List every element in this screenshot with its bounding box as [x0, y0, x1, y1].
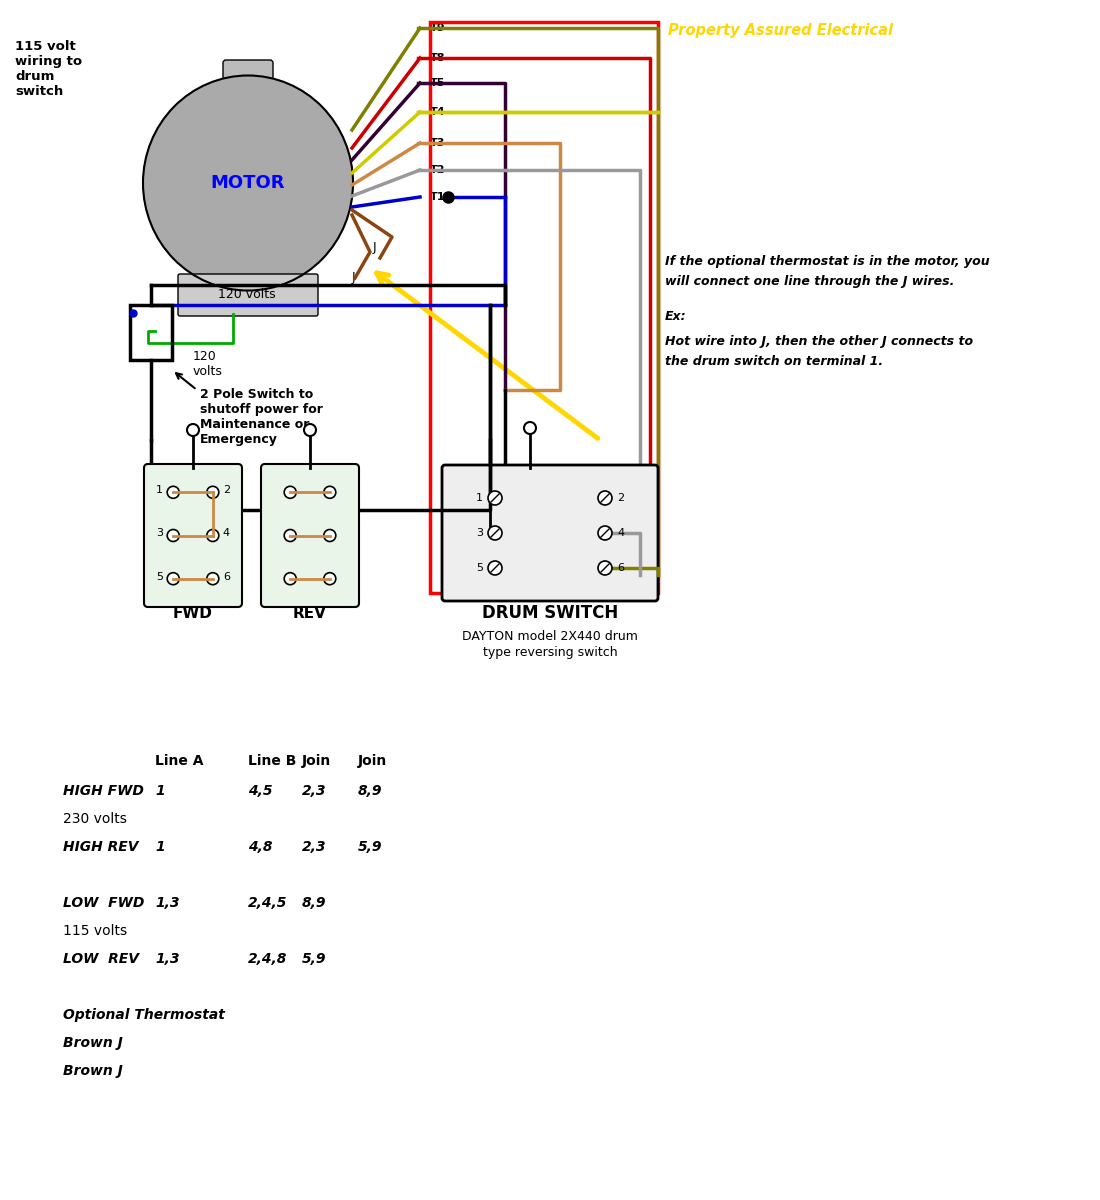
Text: 3: 3 [156, 528, 163, 539]
Text: T1: T1 [430, 192, 446, 202]
Text: HIGH FWD: HIGH FWD [63, 784, 144, 798]
Text: T9: T9 [430, 23, 446, 32]
Text: Join: Join [358, 754, 387, 768]
Circle shape [598, 491, 612, 505]
Text: 1,3: 1,3 [155, 952, 179, 966]
Text: 2,3: 2,3 [302, 784, 327, 798]
Text: will connect one line through the J wires.: will connect one line through the J wire… [666, 275, 955, 288]
Circle shape [284, 572, 296, 584]
Text: Join: Join [302, 754, 331, 768]
Text: 230 volts: 230 volts [63, 812, 126, 826]
Circle shape [304, 424, 316, 436]
Text: T5: T5 [430, 78, 446, 88]
Text: DAYTON model 2X440 drum: DAYTON model 2X440 drum [462, 630, 638, 643]
Text: FWD: FWD [173, 606, 213, 622]
FancyBboxPatch shape [261, 464, 359, 607]
Circle shape [207, 529, 219, 541]
FancyBboxPatch shape [442, 464, 658, 601]
Text: 4: 4 [223, 528, 230, 539]
Text: 115 volts: 115 volts [63, 924, 128, 938]
FancyBboxPatch shape [178, 274, 318, 316]
Circle shape [207, 486, 219, 498]
Text: LOW  FWD: LOW FWD [63, 896, 144, 910]
Text: 2: 2 [223, 485, 230, 496]
Text: 3: 3 [476, 528, 483, 538]
Text: 2,3: 2,3 [302, 840, 327, 854]
Text: the drum switch on terminal 1.: the drum switch on terminal 1. [666, 355, 883, 368]
FancyBboxPatch shape [223, 60, 273, 101]
Text: Optional Thermostat: Optional Thermostat [63, 1008, 224, 1022]
Text: 5: 5 [156, 571, 163, 582]
Circle shape [167, 486, 179, 498]
Text: 1: 1 [155, 840, 165, 854]
Circle shape [167, 572, 179, 584]
Circle shape [167, 529, 179, 541]
Text: T3: T3 [430, 138, 446, 148]
Text: Ex:: Ex: [666, 310, 686, 323]
Text: 2: 2 [617, 493, 624, 503]
Text: 6: 6 [223, 571, 230, 582]
Circle shape [598, 526, 612, 540]
Text: 8,9: 8,9 [358, 784, 383, 798]
Text: T4: T4 [430, 107, 446, 116]
Text: MOTOR: MOTOR [211, 174, 285, 192]
Text: DRUM SWITCH: DRUM SWITCH [482, 604, 618, 622]
Bar [130, 305, 172, 360]
Text: REV: REV [293, 606, 327, 622]
Text: 120
volts: 120 volts [192, 350, 223, 378]
Text: 2,4,8: 2,4,8 [248, 952, 287, 966]
Circle shape [488, 491, 502, 505]
Text: 1: 1 [476, 493, 483, 503]
Text: 1: 1 [155, 784, 165, 798]
Text: type reversing switch: type reversing switch [483, 646, 617, 659]
Text: Hot wire into J, then the other J connects to: Hot wire into J, then the other J connec… [666, 335, 974, 348]
Circle shape [323, 529, 336, 541]
Text: HIGH REV: HIGH REV [63, 840, 139, 854]
Text: T2: T2 [430, 164, 446, 175]
Bar [430, 22, 658, 593]
Text: J: J [352, 271, 355, 284]
Text: 1,3: 1,3 [155, 896, 179, 910]
Text: 2 Pole Switch to
shutoff power for
Maintenance or
Emergency: 2 Pole Switch to shutoff power for Maint… [200, 388, 323, 446]
Text: Property Assured Electrical: Property Assured Electrical [668, 23, 893, 38]
Circle shape [488, 526, 502, 540]
Text: Line B: Line B [248, 754, 296, 768]
Text: 4,5: 4,5 [248, 784, 273, 798]
Text: Brown J: Brown J [63, 1036, 123, 1050]
Text: Line A: Line A [155, 754, 204, 768]
Circle shape [284, 529, 296, 541]
Text: If the optional thermostat is in the motor, you: If the optional thermostat is in the mot… [666, 254, 990, 268]
Text: 2,4,5: 2,4,5 [248, 896, 287, 910]
Circle shape [524, 422, 536, 434]
Circle shape [323, 486, 336, 498]
Circle shape [284, 486, 296, 498]
FancyBboxPatch shape [144, 464, 242, 607]
Circle shape [598, 560, 612, 575]
Circle shape [488, 560, 502, 575]
Text: 115 volt
wiring to
drum
switch: 115 volt wiring to drum switch [15, 40, 82, 98]
Circle shape [187, 424, 199, 436]
Text: 6: 6 [617, 563, 624, 572]
Text: 4: 4 [617, 528, 624, 538]
Text: 5: 5 [476, 563, 483, 572]
Circle shape [207, 572, 219, 584]
Circle shape [323, 572, 336, 584]
Text: 8,9: 8,9 [302, 896, 327, 910]
Text: T8: T8 [430, 53, 446, 62]
Text: 5,9: 5,9 [358, 840, 383, 854]
Ellipse shape [143, 76, 353, 290]
Text: LOW  REV: LOW REV [63, 952, 139, 966]
Text: 4,8: 4,8 [248, 840, 273, 854]
Text: 1: 1 [156, 485, 163, 496]
Text: 5,9: 5,9 [302, 952, 327, 966]
Text: Brown J: Brown J [63, 1064, 123, 1078]
Text: J: J [373, 240, 376, 253]
Text: 120 volts: 120 volts [218, 288, 276, 301]
